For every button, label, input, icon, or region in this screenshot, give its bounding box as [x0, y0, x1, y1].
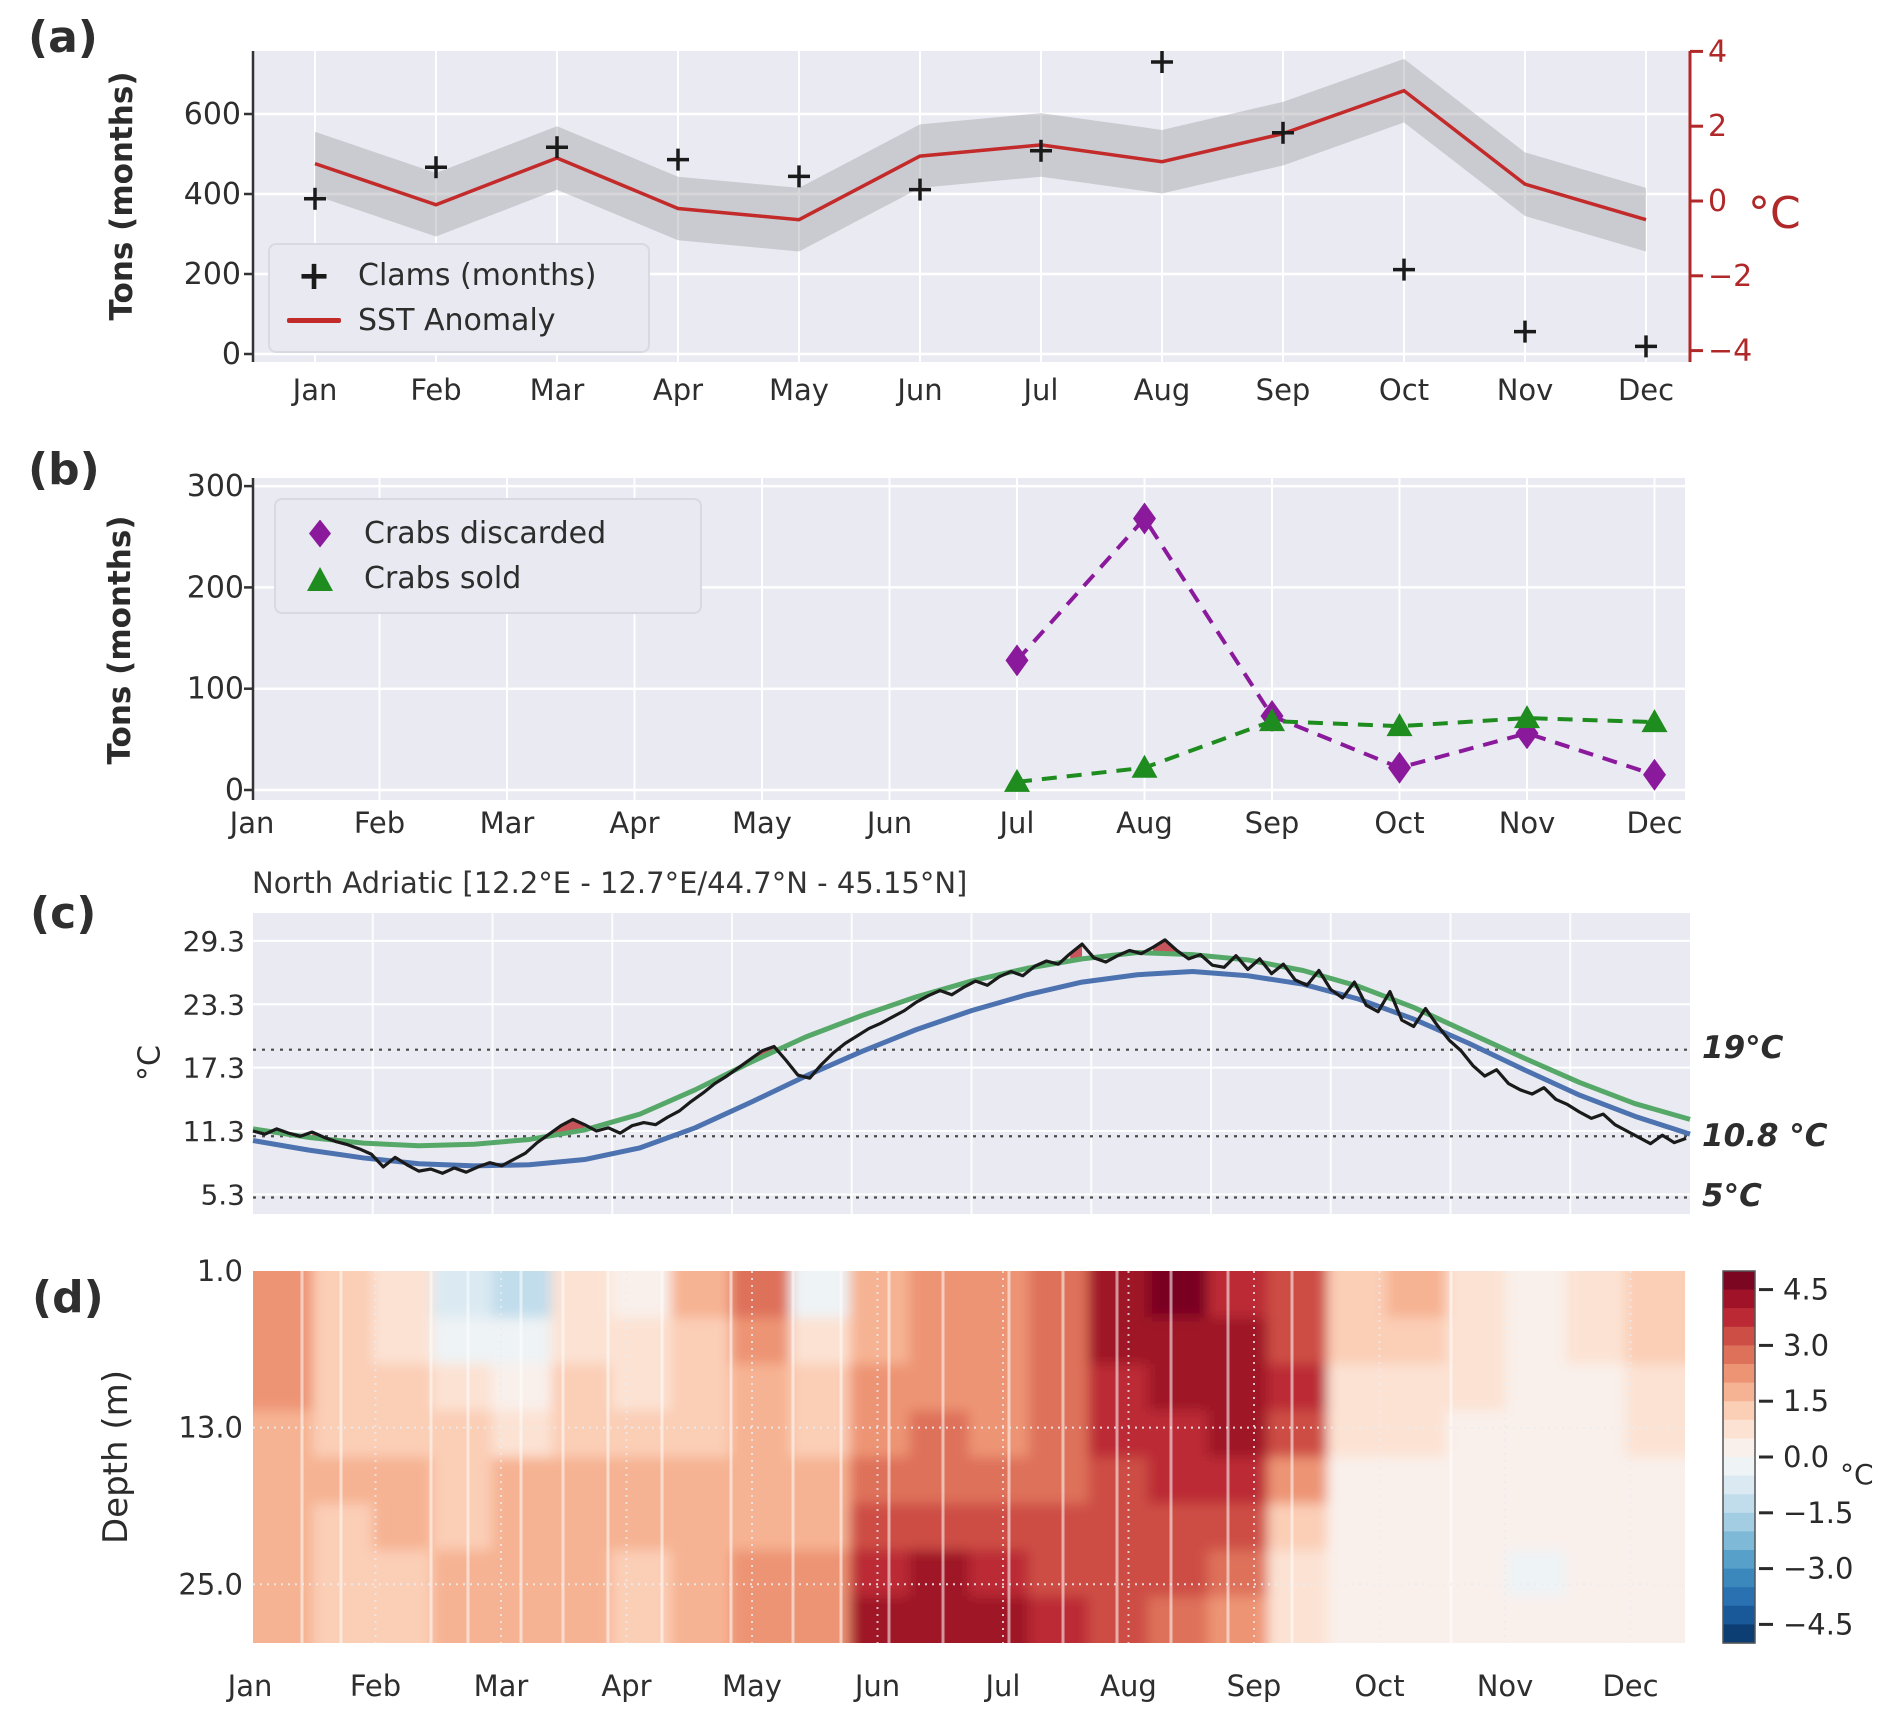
diamond-marker-icon: [309, 519, 331, 548]
svg-text:5.3: 5.3: [200, 1178, 245, 1211]
svg-text:Jan: Jan: [291, 373, 338, 407]
svg-text:1.5: 1.5: [1783, 1384, 1829, 1418]
legend-label-crabs-discarded: Crabs discarded: [364, 516, 607, 551]
svg-text:Mar: Mar: [530, 373, 585, 407]
panel-b-label: (b): [28, 444, 100, 495]
svg-text:Feb: Feb: [354, 806, 405, 840]
svg-text:200: 200: [187, 570, 244, 605]
svg-text:100: 100: [187, 672, 244, 707]
threshold-label-10-8c: 10.8 °C: [1702, 1118, 1828, 1154]
svg-text:200: 200: [184, 257, 241, 292]
svg-text:Oct: Oct: [1354, 1669, 1404, 1703]
panel-d-label: (d): [32, 1272, 104, 1323]
svg-text:Jan: Jan: [226, 1669, 273, 1703]
svg-text:Nov: Nov: [1497, 373, 1554, 407]
svg-text:23.3: 23.3: [183, 988, 245, 1021]
svg-text:Sep: Sep: [1245, 806, 1300, 840]
triangle-marker-icon: [307, 566, 333, 591]
svg-text:4: 4: [1708, 34, 1727, 69]
svg-text:29.3: 29.3: [183, 925, 245, 958]
svg-text:Jul: Jul: [1022, 373, 1059, 407]
legend-item-sst: SST Anomaly: [270, 303, 648, 338]
svg-text:Mar: Mar: [474, 1669, 529, 1703]
svg-text:3.0: 3.0: [1783, 1328, 1829, 1362]
svg-text:0: 0: [222, 337, 241, 372]
svg-text:Jun: Jun: [865, 806, 912, 840]
legend-label-crabs-sold: Crabs sold: [364, 561, 522, 596]
svg-text:Aug: Aug: [1116, 806, 1173, 840]
svg-text:400: 400: [184, 177, 241, 212]
svg-text:Mar: Mar: [480, 806, 535, 840]
svg-text:Apr: Apr: [601, 1669, 651, 1703]
svg-text:300: 300: [187, 469, 244, 504]
svg-text:May: May: [722, 1669, 782, 1703]
panel-c-label: (c): [30, 888, 97, 939]
svg-text:−2: −2: [1708, 259, 1752, 294]
svg-text:Jul: Jul: [998, 806, 1035, 840]
svg-text:Aug: Aug: [1134, 373, 1191, 407]
svg-text:−4.5: −4.5: [1783, 1607, 1853, 1641]
svg-text:Sep: Sep: [1256, 373, 1311, 407]
svg-text:Jul: Jul: [984, 1669, 1021, 1703]
svg-text:17.3: 17.3: [183, 1052, 245, 1085]
svg-text:Dec: Dec: [1626, 806, 1682, 840]
panel-a-right-axis-unit: °C: [1748, 188, 1801, 239]
svg-text:0: 0: [1708, 184, 1727, 219]
plus-marker-icon: +: [297, 252, 331, 299]
svg-text:0.0: 0.0: [1783, 1440, 1829, 1474]
legend-label-clams: Clams (months): [358, 258, 597, 293]
svg-text:Apr: Apr: [609, 806, 659, 840]
svg-text:1.0: 1.0: [197, 1254, 243, 1288]
svg-text:Aug: Aug: [1100, 1669, 1157, 1703]
panel-b-legend: Crabs discarded Crabs sold: [274, 498, 702, 614]
line-swatch-icon: [287, 318, 341, 323]
panel-a-label: (a): [28, 12, 98, 63]
legend-item-crabs-discarded: Crabs discarded: [276, 516, 700, 551]
svg-text:Feb: Feb: [350, 1669, 401, 1703]
svg-text:Nov: Nov: [1499, 806, 1556, 840]
panel-a-legend: + Clams (months) SST Anomaly: [268, 243, 650, 353]
svg-text:Sep: Sep: [1227, 1669, 1282, 1703]
svg-text:Feb: Feb: [410, 373, 461, 407]
panel-b-ylabel: Tons (months): [102, 515, 138, 765]
svg-text:0: 0: [225, 773, 244, 808]
legend-label-sst: SST Anomaly: [358, 303, 556, 338]
colorbar-unit: °C: [1840, 1458, 1874, 1491]
panel-c-title: North Adriatic [12.2°E - 12.7°E/44.7°N -…: [252, 866, 968, 900]
svg-text:600: 600: [184, 97, 241, 132]
threshold-label-5c: 5°C: [1702, 1178, 1762, 1214]
svg-text:25.0: 25.0: [178, 1567, 243, 1601]
legend-item-clams: + Clams (months): [270, 252, 648, 299]
svg-text:Jun: Jun: [895, 373, 942, 407]
svg-text:Apr: Apr: [653, 373, 703, 407]
svg-text:Oct: Oct: [1374, 806, 1424, 840]
svg-text:Jan: Jan: [228, 806, 275, 840]
svg-text:May: May: [769, 373, 829, 407]
svg-text:Oct: Oct: [1379, 373, 1429, 407]
svg-text:2: 2: [1708, 109, 1727, 144]
svg-text:Dec: Dec: [1618, 373, 1674, 407]
svg-text:11.3: 11.3: [183, 1115, 245, 1148]
svg-text:Jun: Jun: [853, 1669, 900, 1703]
svg-text:−4: −4: [1708, 334, 1752, 369]
panel-a-ylabel: Tons (months): [104, 71, 140, 321]
svg-text:−1.5: −1.5: [1783, 1496, 1853, 1530]
svg-text:Dec: Dec: [1602, 1669, 1658, 1703]
svg-text:Nov: Nov: [1477, 1669, 1534, 1703]
svg-text:13.0: 13.0: [178, 1411, 243, 1445]
legend-item-crabs-sold: Crabs sold: [276, 561, 700, 596]
threshold-label-19c: 19°C: [1702, 1030, 1784, 1066]
svg-text:4.5: 4.5: [1783, 1273, 1829, 1307]
svg-text:May: May: [732, 806, 792, 840]
panel-c-ylabel: °C: [132, 1045, 168, 1081]
svg-text:−3.0: −3.0: [1783, 1552, 1853, 1586]
panel-d-ylabel: Depth (m): [96, 1369, 136, 1545]
